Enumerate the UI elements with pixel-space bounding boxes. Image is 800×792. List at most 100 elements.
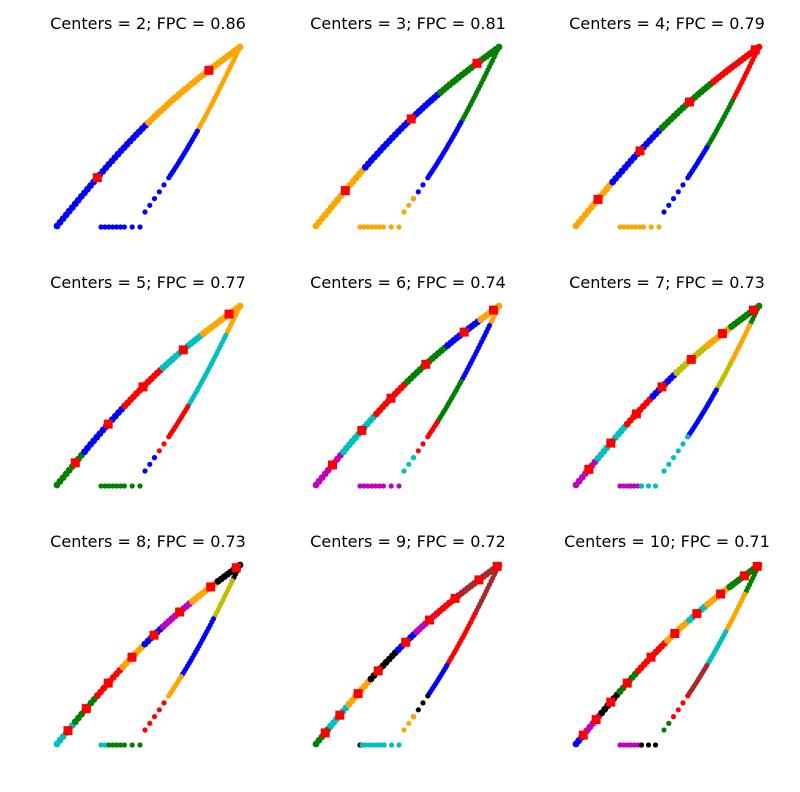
data-point xyxy=(458,378,464,385)
cluster-center-marker xyxy=(81,704,91,714)
data-point xyxy=(635,483,641,489)
data-point xyxy=(137,224,143,230)
data-point xyxy=(629,224,635,230)
data-point xyxy=(633,224,639,230)
data-point xyxy=(415,448,421,454)
cluster-center-marker xyxy=(353,689,363,699)
cluster-center-marker xyxy=(646,652,656,662)
cluster-center-marker xyxy=(717,329,727,339)
data-point xyxy=(110,742,116,748)
data-point xyxy=(151,196,158,202)
panel-8-title: Centers = 9; FPC = 0.72 xyxy=(310,532,506,551)
cluster-center-marker xyxy=(224,309,234,319)
data-point xyxy=(410,455,417,461)
panel-6-plot xyxy=(572,302,763,489)
data-point xyxy=(729,98,735,104)
cluster-center-marker xyxy=(685,97,694,107)
data-point xyxy=(142,468,148,474)
data-point xyxy=(648,224,654,230)
cluster-center-marker xyxy=(406,114,416,124)
data-point xyxy=(666,202,672,208)
data-point xyxy=(147,461,153,467)
data-point xyxy=(635,742,641,748)
cluster-center-marker xyxy=(421,359,431,369)
data-point xyxy=(415,707,421,713)
data-point xyxy=(656,224,662,230)
data-point xyxy=(114,483,120,489)
data-point xyxy=(680,182,686,188)
data-point xyxy=(376,483,383,489)
cluster-center-marker xyxy=(178,345,188,355)
data-point xyxy=(472,610,478,616)
data-point xyxy=(670,714,677,720)
panel-3-title: Centers = 4; FPC = 0.79 xyxy=(569,14,765,33)
cluster-center-marker xyxy=(70,458,80,468)
data-point xyxy=(652,742,659,748)
cluster-center-marker xyxy=(657,382,667,392)
data-point xyxy=(727,361,734,367)
data-point xyxy=(129,483,135,489)
data-point xyxy=(420,441,426,447)
data-point xyxy=(645,742,652,748)
data-point xyxy=(406,720,412,726)
data-point xyxy=(110,483,116,489)
cluster-center-marker xyxy=(739,571,749,581)
cluster-center-marker xyxy=(373,666,383,676)
data-point xyxy=(147,202,153,208)
data-point xyxy=(369,224,375,230)
data-point xyxy=(631,483,637,489)
data-point xyxy=(374,742,380,748)
data-point xyxy=(621,742,627,748)
data-point xyxy=(670,455,677,461)
panel-7-plot xyxy=(53,561,244,748)
data-point xyxy=(106,483,112,489)
data-point xyxy=(388,483,394,489)
data-point xyxy=(410,196,417,202)
cluster-center-marker xyxy=(606,697,616,707)
data-point xyxy=(98,742,104,748)
cluster-center-marker xyxy=(750,45,760,55)
cluster-center-marker xyxy=(138,382,148,392)
cluster-center-marker xyxy=(584,464,594,474)
data-point xyxy=(617,483,623,489)
data-point xyxy=(628,483,634,489)
panel-5-title: Centers = 6; FPC = 0.74 xyxy=(310,273,506,292)
cluster-center-marker xyxy=(606,438,616,448)
data-point xyxy=(401,727,407,733)
data-point xyxy=(723,629,729,635)
data-point xyxy=(746,323,753,329)
data-point xyxy=(142,209,148,215)
data-point xyxy=(98,224,104,230)
data-point xyxy=(210,616,216,622)
data-point xyxy=(380,224,386,230)
data-point xyxy=(675,707,681,713)
cluster-center-marker xyxy=(175,607,185,617)
data-point xyxy=(406,202,412,208)
data-point xyxy=(178,674,184,680)
data-point xyxy=(636,224,643,230)
data-point xyxy=(458,119,464,126)
data-point xyxy=(396,224,402,230)
data-point xyxy=(640,224,646,230)
data-point xyxy=(365,224,371,230)
data-point xyxy=(396,742,402,748)
data-point xyxy=(496,44,502,50)
cluster-center-marker xyxy=(127,652,137,662)
cluster-center-marker xyxy=(335,710,345,720)
data-point xyxy=(151,455,158,461)
data-point xyxy=(401,468,407,474)
panel-2-title: Centers = 3; FPC = 0.81 xyxy=(310,14,506,33)
data-point xyxy=(365,483,371,489)
data-point xyxy=(675,189,681,195)
panel-4-title: Centers = 5; FPC = 0.77 xyxy=(50,273,246,292)
data-point xyxy=(704,663,710,669)
data-point xyxy=(381,742,387,748)
data-point xyxy=(161,441,167,447)
cluster-center-marker xyxy=(670,629,680,638)
data-point xyxy=(625,224,631,230)
data-point xyxy=(156,448,162,454)
data-point xyxy=(420,700,426,706)
data-point xyxy=(377,742,384,748)
data-point xyxy=(401,209,407,215)
cluster-center-marker xyxy=(204,65,214,75)
